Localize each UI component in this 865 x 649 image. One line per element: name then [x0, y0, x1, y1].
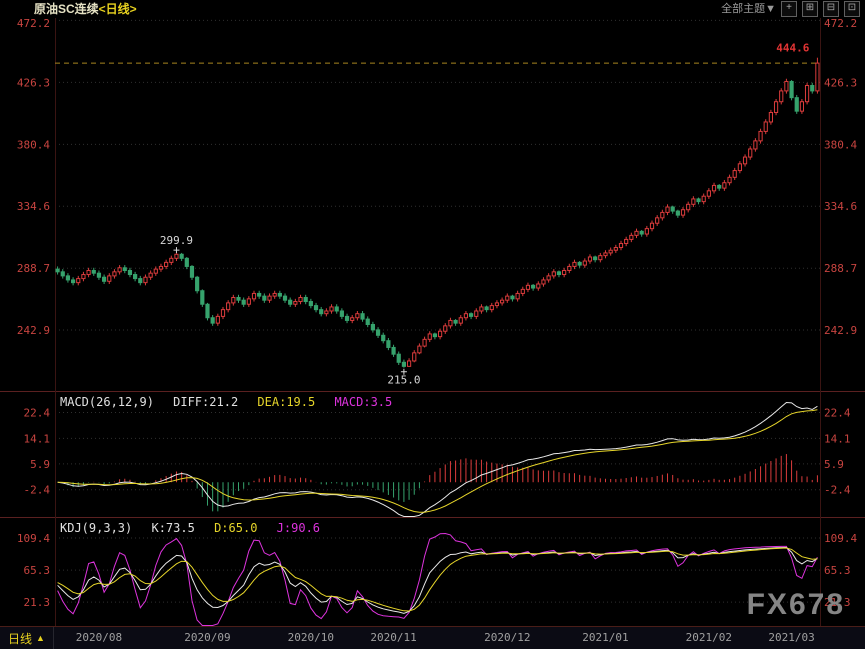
svg-text:5.9: 5.9	[30, 458, 50, 471]
svg-text:288.7: 288.7	[17, 262, 50, 275]
svg-text:472.2: 472.2	[824, 18, 857, 30]
svg-text:215.0: 215.0	[387, 374, 420, 387]
svg-text:109.4: 109.4	[824, 532, 857, 545]
x-axis-label: 2021/02	[685, 631, 733, 644]
svg-text:242.9: 242.9	[824, 324, 857, 337]
svg-text:5.9: 5.9	[824, 458, 844, 471]
kdj-j-value: J:90.6	[276, 521, 321, 535]
grid-lines	[55, 19, 820, 603]
svg-text:-2.4: -2.4	[24, 484, 51, 497]
svg-text:334.6: 334.6	[824, 200, 857, 213]
svg-text:426.3: 426.3	[17, 76, 50, 89]
diff-line	[57, 401, 818, 517]
kdj-name: KDJ(9,3,3)	[60, 521, 133, 535]
crosshair-icon[interactable]: +	[781, 1, 797, 17]
x-axis-label: 2020/11	[370, 631, 417, 644]
svg-text:380.4: 380.4	[824, 138, 857, 151]
kdj-k-value: K:73.5	[151, 521, 195, 535]
macd-name: MACD(26,12,9)	[60, 395, 154, 409]
x-axis-label: 2020/10	[287, 631, 335, 644]
svg-text:22.4: 22.4	[24, 407, 51, 420]
svg-text:-2.4: -2.4	[824, 484, 851, 497]
k-line	[57, 546, 818, 614]
svg-text:14.1: 14.1	[824, 432, 851, 445]
svg-text:299.9: 299.9	[160, 234, 193, 247]
price-annotations: 444.6 299.9 215.0	[160, 42, 810, 387]
macd-diff-value: DIFF:21.2	[173, 395, 239, 409]
top-bar-controls: 全部主题▼ + ⊞ ⊟ ⊡	[721, 0, 860, 18]
x-axis-label: 2020/12	[484, 631, 531, 644]
svg-text:21.3: 21.3	[824, 596, 851, 609]
d-line	[57, 547, 818, 612]
theme-selector-dropdown[interactable]: 全部主题▼	[721, 3, 776, 15]
y-axis-tick-labels: 472.2 472.2 426.3 426.3 380.4 380.4 334.6 334.6…	[17, 18, 858, 609]
svg-text:109.4: 109.4	[17, 532, 50, 545]
period-up-arrow-icon: ▲	[36, 633, 45, 643]
svg-text:472.2: 472.2	[17, 18, 50, 30]
top-bar: 原油SC连续 <日线> 全部主题▼ + ⊞ ⊟ ⊡	[0, 0, 865, 18]
svg-text:65.3: 65.3	[824, 564, 851, 577]
x-axis-label: 2020/09	[184, 631, 231, 644]
svg-text:426.3: 426.3	[824, 76, 857, 89]
single-pane-layout-icon[interactable]: ⊡	[844, 1, 860, 17]
chart-canvas[interactable]: 472.2 472.2 426.3 426.3 380.4 380.4 334.6 334.6…	[0, 18, 865, 627]
svg-text:444.6: 444.6	[776, 42, 809, 55]
svg-text:14.1: 14.1	[24, 432, 51, 445]
x-axis-label: 2021/01	[582, 631, 629, 644]
svg-text:288.7: 288.7	[824, 262, 857, 275]
period-label: 日线	[8, 631, 33, 646]
macd-indicator-labels: MACD(26,12,9) DIFF:21.2 DEA:19.5 MACD:3.…	[60, 395, 404, 409]
split-horizontal-layout-icon[interactable]: ⊟	[823, 1, 839, 17]
svg-text:21.3: 21.3	[24, 596, 51, 609]
period-tag: <日线>	[98, 2, 137, 16]
svg-text:22.4: 22.4	[824, 407, 851, 420]
svg-text:380.4: 380.4	[17, 138, 50, 151]
svg-text:65.3: 65.3	[24, 564, 51, 577]
dea-line	[57, 409, 818, 513]
x-axis-label: 2020/08	[75, 631, 123, 644]
kdj-indicator-labels: KDJ(9,3,3) K:73.5 D:65.0 J:90.6	[60, 521, 332, 535]
svg-text:334.6: 334.6	[17, 200, 50, 213]
macd-histogram	[62, 454, 818, 512]
panel-frame	[0, 18, 865, 627]
j-line	[57, 532, 818, 626]
candlestick-series	[55, 57, 820, 368]
macd-bar-value: MACD:3.5	[334, 395, 393, 409]
instrument-title: 原油SC连续	[34, 2, 99, 16]
bottom-bar: 日线 ▲ 2020/08 2020/09 2020/10 2020/11 2020/12…	[0, 626, 865, 649]
macd-dea-value: DEA:19.5	[257, 395, 316, 409]
period-selector[interactable]: 日线 ▲	[0, 627, 54, 649]
fx678-watermark: FX678	[746, 588, 845, 621]
kdj-d-value: D:65.0	[214, 521, 258, 535]
x-axis-label: 2021/03	[768, 631, 815, 644]
grid-2x2-layout-icon[interactable]: ⊞	[802, 1, 818, 17]
svg-text:242.9: 242.9	[17, 324, 50, 337]
